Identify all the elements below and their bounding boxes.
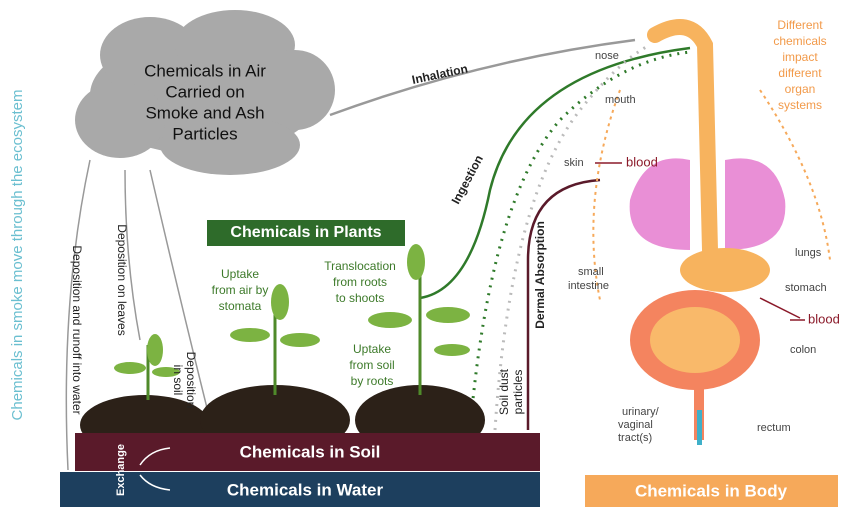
uptake-soil: by roots: [351, 374, 394, 388]
organ-note: systems: [778, 98, 822, 112]
rectum-label: rectum: [757, 422, 791, 434]
stomach: [680, 248, 770, 292]
body-box-label: Chemicals in Body: [635, 481, 788, 500]
mouth: mouth: [605, 94, 636, 106]
air-line: Particles: [172, 124, 237, 143]
organ-note: chemicals: [773, 34, 826, 48]
nose: nose: [595, 50, 619, 62]
air-line: Chemicals in Air: [144, 61, 266, 80]
uptake-air: Uptake: [221, 267, 259, 281]
skin: skin: [564, 157, 584, 169]
uptake-soil: from soil: [349, 358, 394, 372]
deposition-soil: Deposition: [184, 352, 198, 409]
urinary-label: vaginal: [618, 419, 653, 431]
soil-box-label: Chemicals in Soil: [240, 442, 381, 461]
urinary-tract: [697, 410, 702, 445]
stomach-label: stomach: [785, 282, 827, 294]
organ-note: organ: [785, 82, 816, 96]
lungs-label: lungs: [795, 247, 822, 259]
side-title: Chemicals in smoke move through the ecos…: [9, 90, 26, 421]
inhalation-label: Inhalation: [411, 61, 469, 86]
plant-leaves: [114, 244, 470, 377]
diagram: Chemicals in smoke move through the ecos…: [0, 0, 848, 507]
air-line: Carried on: [165, 82, 244, 101]
air-line: Smoke and Ash: [145, 103, 264, 122]
exchange-label: Exchange: [115, 444, 127, 496]
uptake-soil: Uptake: [353, 342, 391, 356]
translocation: from roots: [333, 275, 387, 289]
inhalation-line: [330, 40, 635, 115]
organ-note: Different: [777, 18, 823, 32]
translocation: Translocation: [324, 259, 396, 273]
soil-dust-label: Soil dust: [497, 368, 511, 415]
deposition-soil: in soil: [171, 365, 185, 396]
ingestion-label: Ingestion: [449, 153, 486, 207]
small-intestine-label: intestine: [568, 280, 609, 292]
plants-title: Chemicals in Plants: [230, 224, 381, 241]
deposition-leaves: Deposition on leaves: [115, 224, 129, 335]
page: Chemicals in smoke {"side_title": "Chemi…: [0, 0, 848, 507]
body: Chemicals in smoke move through the ecos…: [0, 0, 848, 507]
water-box-label: Chemicals in Water: [227, 480, 384, 499]
colon-label: colon: [790, 344, 816, 356]
soil-dust-label: particles: [511, 370, 525, 415]
urinary-label: urinary/: [622, 406, 660, 418]
organ-note: different: [778, 66, 822, 80]
small-intestine: [650, 307, 740, 373]
uptake-air: from air by: [212, 283, 269, 297]
translocation: to shoots: [336, 291, 385, 305]
uptake-air: stomata: [219, 299, 262, 313]
dermal-label: Dermal Absorption: [533, 221, 547, 329]
deposition-water: Deposition and runoff into water: [70, 245, 84, 414]
blood-lower: blood: [808, 311, 840, 326]
urinary-label: tract(s): [618, 432, 652, 444]
organ-note: impact: [782, 50, 818, 64]
blood-upper: blood: [626, 154, 658, 169]
small-intestine-label: small: [578, 266, 604, 278]
